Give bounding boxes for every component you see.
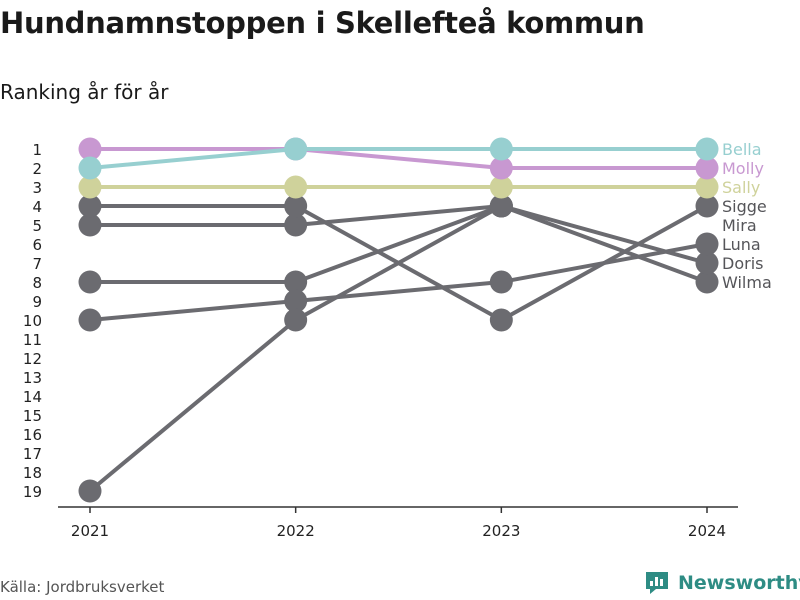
data-point-doris <box>284 213 308 237</box>
data-point-wilma <box>78 270 102 294</box>
y-tick-label: 16 <box>23 426 42 444</box>
chart-subtitle: Ranking år för år <box>0 80 169 104</box>
data-point-sigge <box>695 194 719 218</box>
data-point-molly <box>78 137 102 161</box>
series-line-bella <box>89 147 707 170</box>
y-tick-label: 12 <box>23 350 42 368</box>
data-point-wilma <box>695 270 719 294</box>
series-label-bella: Bella <box>722 140 762 159</box>
y-tick-label: 1 <box>32 141 42 159</box>
y-tick-label: 8 <box>32 274 42 292</box>
series-line-wilma <box>90 204 708 284</box>
y-tick-label: 4 <box>32 198 42 216</box>
data-point-luna <box>78 308 102 332</box>
x-tick-label: 2023 <box>482 522 520 540</box>
data-point-molly <box>489 156 513 180</box>
x-tick-label: 2021 <box>71 522 109 540</box>
y-tick-label: 15 <box>23 407 42 425</box>
series-label-doris: Doris <box>722 254 763 273</box>
data-point-bella <box>284 137 308 161</box>
y-tick-label: 14 <box>23 388 42 406</box>
y-tick-label: 3 <box>32 179 42 197</box>
data-point-mira <box>78 479 102 503</box>
data-point-sigge <box>284 194 308 218</box>
y-tick-label: 7 <box>32 255 42 273</box>
data-point-doris <box>695 251 719 275</box>
y-tick-label: 10 <box>23 312 42 330</box>
data-point-mira <box>284 308 308 332</box>
brand-name: Newsworthy <box>678 572 800 594</box>
data-point-sally <box>695 175 719 199</box>
series-line-molly <box>90 147 707 170</box>
y-tick-label: 19 <box>23 483 42 501</box>
series-line-doris <box>90 204 708 265</box>
chart-title: Hundnamnstoppen i Skellefteå kommun <box>0 6 645 40</box>
series-line-mira <box>88 204 503 493</box>
brand-logo: Newsworthy <box>644 570 800 596</box>
series-label-luna: Luna <box>722 235 761 254</box>
data-point-mira <box>489 194 513 218</box>
data-point-bella <box>695 137 719 161</box>
data-point-sally <box>284 175 308 199</box>
y-tick-label: 13 <box>23 369 42 387</box>
data-point-sigge <box>78 194 102 218</box>
y-tick-label: 18 <box>23 464 42 482</box>
series-label-molly: Molly <box>722 159 764 178</box>
y-tick-label: 5 <box>32 217 42 235</box>
series-label-wilma: Wilma <box>722 273 772 292</box>
y-tick-label: 9 <box>32 293 42 311</box>
data-point-luna <box>695 232 719 256</box>
y-tick-label: 11 <box>23 331 42 349</box>
x-tick-label: 2024 <box>688 522 726 540</box>
series-line-sigge <box>90 204 708 322</box>
newsworthy-logo-icon <box>646 572 668 594</box>
data-point-sally <box>78 175 102 199</box>
data-point-wilma <box>284 270 308 294</box>
y-tick-label: 2 <box>32 160 42 178</box>
source-note: Källa: Jordbruksverket <box>0 578 165 596</box>
data-point-molly <box>695 156 719 180</box>
x-tick-label: 2022 <box>277 522 315 540</box>
data-point-luna <box>489 270 513 294</box>
series-label-sigge: Sigge <box>722 197 767 216</box>
data-point-doris <box>78 213 102 237</box>
series-label-mira: Mira <box>722 216 757 235</box>
data-point-sally <box>489 175 513 199</box>
data-point-bella <box>78 156 102 180</box>
data-point-bella <box>489 137 513 161</box>
data-point-luna <box>284 289 308 313</box>
series-label-sally: Sally <box>722 178 760 197</box>
y-tick-label: 6 <box>32 236 42 254</box>
y-tick-label: 17 <box>23 445 42 463</box>
data-point-sigge <box>489 308 513 332</box>
